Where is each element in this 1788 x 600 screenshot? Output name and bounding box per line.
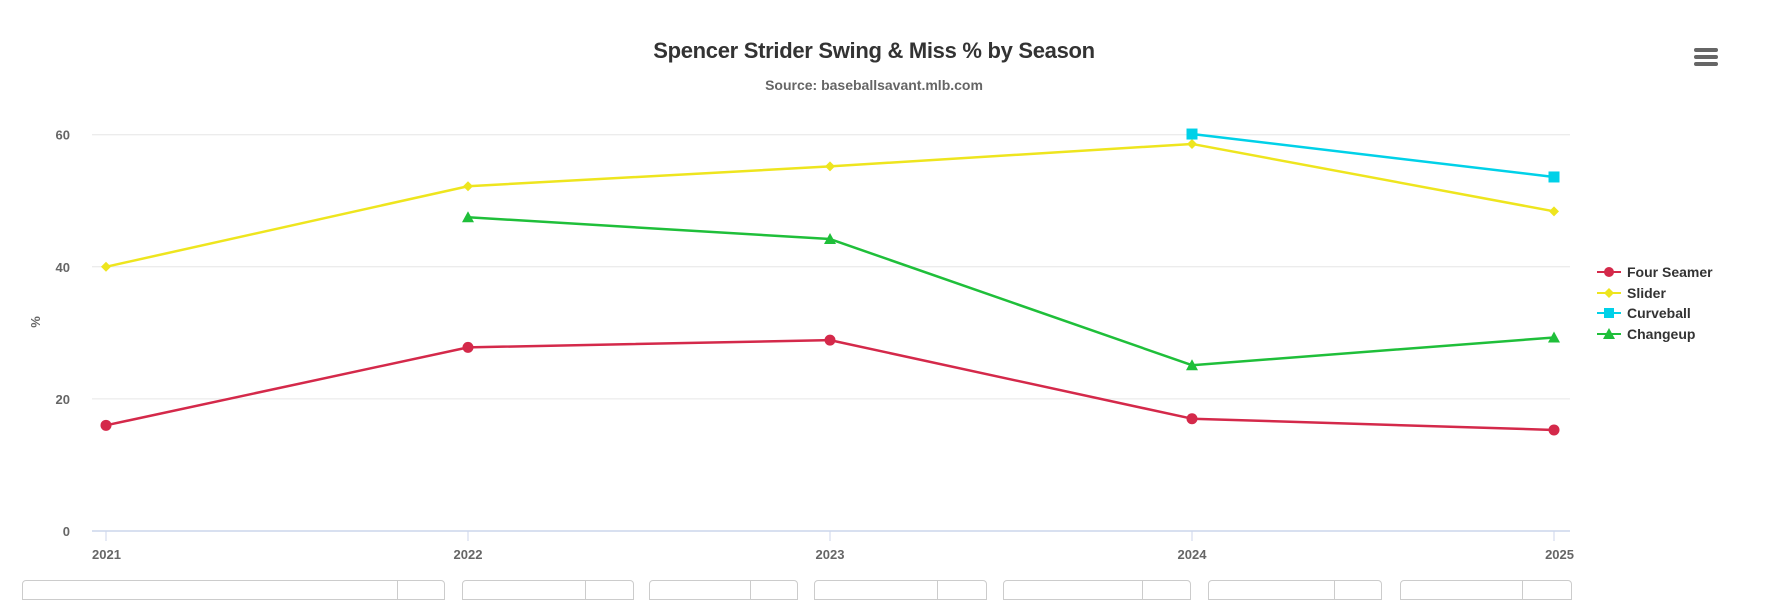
legend-item-changeup[interactable]: Changeup — [1597, 324, 1713, 345]
plot-area: 0 20 40 60 2021 2022 2023 2024 2025 % — [28, 128, 1574, 562]
series-changeup[interactable] — [462, 211, 1560, 371]
control-box-5[interactable] — [1003, 580, 1191, 600]
control-box-1[interactable] — [22, 580, 445, 600]
data-point[interactable] — [1548, 424, 1560, 436]
legend-item-four-seamer[interactable]: Four Seamer — [1597, 262, 1713, 283]
data-point[interactable] — [1549, 206, 1559, 217]
circle-marker-icon — [1597, 267, 1621, 278]
series-slider[interactable] — [101, 138, 1559, 272]
legend-item-slider[interactable]: Slider — [1597, 283, 1713, 304]
data-point[interactable] — [1186, 128, 1198, 140]
legend-label: Slider — [1627, 284, 1666, 301]
y-axis: 0 20 40 60 — [56, 128, 70, 539]
y-axis-label: % — [28, 316, 43, 328]
data-point[interactable] — [824, 233, 836, 245]
triangle-marker-icon — [1597, 327, 1621, 339]
data-point[interactable] — [462, 341, 474, 353]
chart-container: Spencer Strider Swing & Miss % by Season… — [22, 38, 1720, 600]
series-group — [100, 128, 1560, 436]
data-point[interactable] — [101, 261, 111, 272]
control-box-6[interactable] — [1208, 580, 1382, 600]
x-tick-label: 2022 — [454, 547, 483, 562]
series-curveball[interactable] — [1186, 128, 1560, 183]
data-point[interactable] — [462, 211, 474, 223]
control-box-7[interactable] — [1400, 580, 1572, 600]
gridlines — [92, 134, 1570, 400]
x-tick-label: 2023 — [816, 547, 845, 562]
square-marker-icon — [1597, 308, 1621, 319]
data-point[interactable] — [100, 419, 112, 431]
data-point[interactable] — [825, 161, 835, 172]
hamburger-menu-icon[interactable] — [1694, 48, 1720, 72]
control-box-4[interactable] — [814, 580, 987, 600]
diamond-marker-icon — [1597, 287, 1621, 298]
control-box-3[interactable] — [649, 580, 798, 600]
chart-subtitle: Source: baseballsavant.mlb.com — [765, 77, 983, 93]
y-tick-label: 20 — [56, 392, 70, 407]
control-box-2[interactable] — [462, 580, 634, 600]
data-point[interactable] — [1186, 359, 1198, 371]
legend-label: Curveball — [1627, 305, 1691, 322]
y-tick-label: 60 — [56, 128, 70, 143]
y-tick-label: 0 — [63, 524, 70, 539]
data-controls-row — [0, 580, 1788, 600]
x-tick-label: 2021 — [92, 547, 121, 562]
data-point[interactable] — [1548, 171, 1560, 183]
data-point[interactable] — [824, 334, 836, 346]
data-point[interactable] — [463, 181, 473, 192]
data-point[interactable] — [1548, 331, 1560, 343]
legend-item-curveball[interactable]: Curveball — [1597, 303, 1713, 324]
data-point[interactable] — [1186, 413, 1198, 425]
data-point[interactable] — [1187, 138, 1197, 149]
legend: Four Seamer Slider Curveball Changeup — [1597, 262, 1713, 344]
x-tick-label: 2024 — [1178, 547, 1208, 562]
x-tick-label: 2025 — [1545, 547, 1574, 562]
series-four-seamer[interactable] — [100, 334, 1560, 436]
legend-label: Changeup — [1627, 325, 1696, 342]
legend-label: Four Seamer — [1627, 264, 1713, 281]
y-tick-label: 40 — [56, 260, 70, 275]
x-axis: 2021 2022 2023 2024 2025 — [92, 530, 1574, 562]
chart-title: Spencer Strider Swing & Miss % by Season — [653, 38, 1095, 63]
